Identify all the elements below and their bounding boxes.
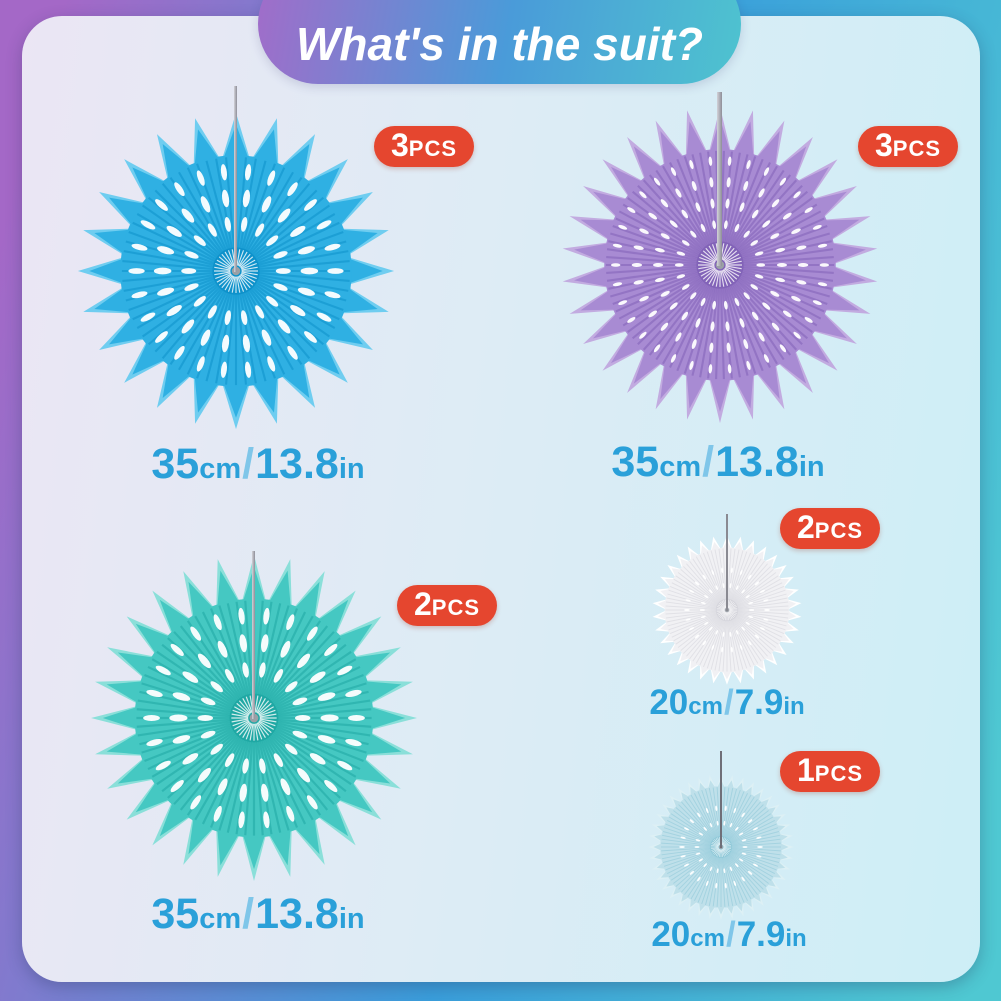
title-banner: What's in the suit?	[258, 0, 741, 84]
badge-unit: PCS	[892, 136, 942, 161]
badge-unit: PCS	[408, 136, 458, 161]
size-label: 35cm/13.8in	[611, 438, 825, 486]
hanging-string	[720, 751, 722, 848]
pcs-badge: 2 PCS	[780, 508, 881, 549]
hanging-string	[726, 514, 728, 611]
size-label: 35cm/13.8in	[151, 890, 365, 938]
badge-unit: PCS	[814, 761, 864, 786]
page-title: What's in the suit?	[295, 18, 704, 70]
hanging-string	[252, 551, 255, 719]
badge-unit: PCS	[814, 518, 864, 543]
pcs-badge: 2 PCS	[397, 585, 498, 626]
badge-count: 2	[414, 586, 432, 622]
badge-count: 1	[797, 752, 815, 788]
badge-count: 2	[797, 509, 815, 545]
pcs-badge: 3 PCS	[858, 126, 959, 167]
badge-unit: PCS	[431, 595, 481, 620]
badge-count: 3	[391, 127, 409, 163]
pcs-badge: 3 PCS	[374, 126, 475, 167]
badge-count: 3	[875, 127, 893, 163]
size-label: 20cm/7.9in	[649, 683, 805, 722]
pcs-badge: 1 PCS	[780, 751, 881, 792]
hanging-string	[717, 92, 722, 266]
size-label: 20cm/7.9in	[651, 915, 807, 954]
hanging-string	[234, 86, 237, 272]
size-label: 35cm/13.8in	[151, 440, 365, 488]
